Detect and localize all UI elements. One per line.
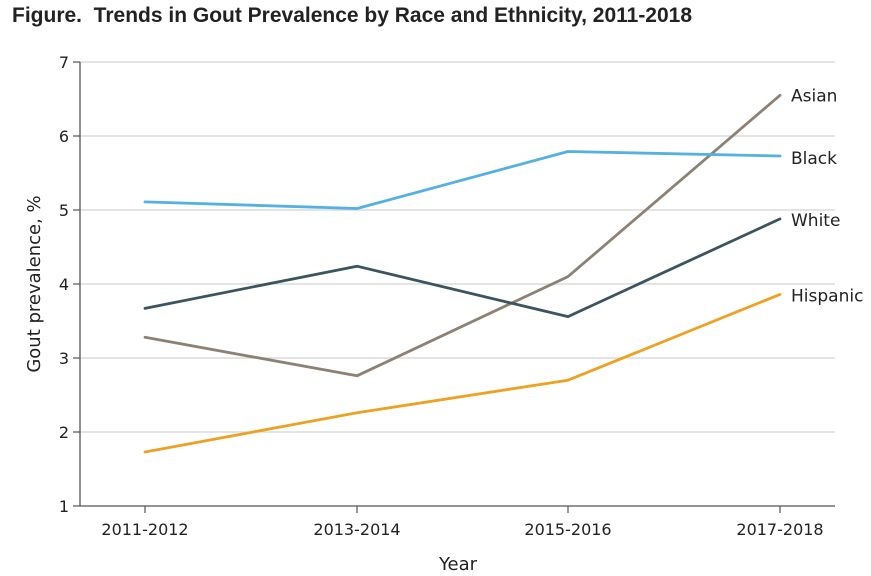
y-axis-title: Gout prevalence, % <box>24 195 45 372</box>
gridlines <box>80 61 835 433</box>
y-tick-label-5: 5 <box>59 201 69 220</box>
y-tick-label-1: 1 <box>59 497 69 516</box>
x-axis-title: Year <box>438 554 478 575</box>
series-lines <box>143 93 782 454</box>
x-ticks: 2011-2012 2013-2014 2015-2016 2017-2018 <box>101 506 824 539</box>
series-line-hispanic <box>143 292 782 454</box>
x-tick-label-2015-2016: 2015-2016 <box>524 520 611 539</box>
series-label-hispanic: Hispanic <box>791 286 863 306</box>
y-tick-label-6: 6 <box>59 127 69 146</box>
series-line-white <box>143 217 782 319</box>
series-labels: Asian Black White Hispanic <box>791 86 863 306</box>
x-tick-label-2011-2012: 2011-2012 <box>101 520 188 539</box>
series-line-asian <box>143 93 782 378</box>
figure-title: Figure. Trends in Gout Prevalence by Rac… <box>12 4 693 27</box>
series-label-black: Black <box>791 149 837 169</box>
series-line-black <box>143 150 782 210</box>
y-tick-label-4: 4 <box>59 275 69 294</box>
series-label-white: White <box>791 211 840 231</box>
x-tick-label-2017-2018: 2017-2018 <box>736 520 823 539</box>
series-label-asian: Asian <box>791 86 837 106</box>
y-tick-label-7: 7 <box>59 53 69 72</box>
y-tick-label-3: 3 <box>59 349 69 368</box>
y-tick-label-2: 2 <box>59 423 69 442</box>
y-ticks: 1 2 3 4 5 6 7 <box>59 53 80 516</box>
x-tick-label-2013-2014: 2013-2014 <box>313 520 400 539</box>
